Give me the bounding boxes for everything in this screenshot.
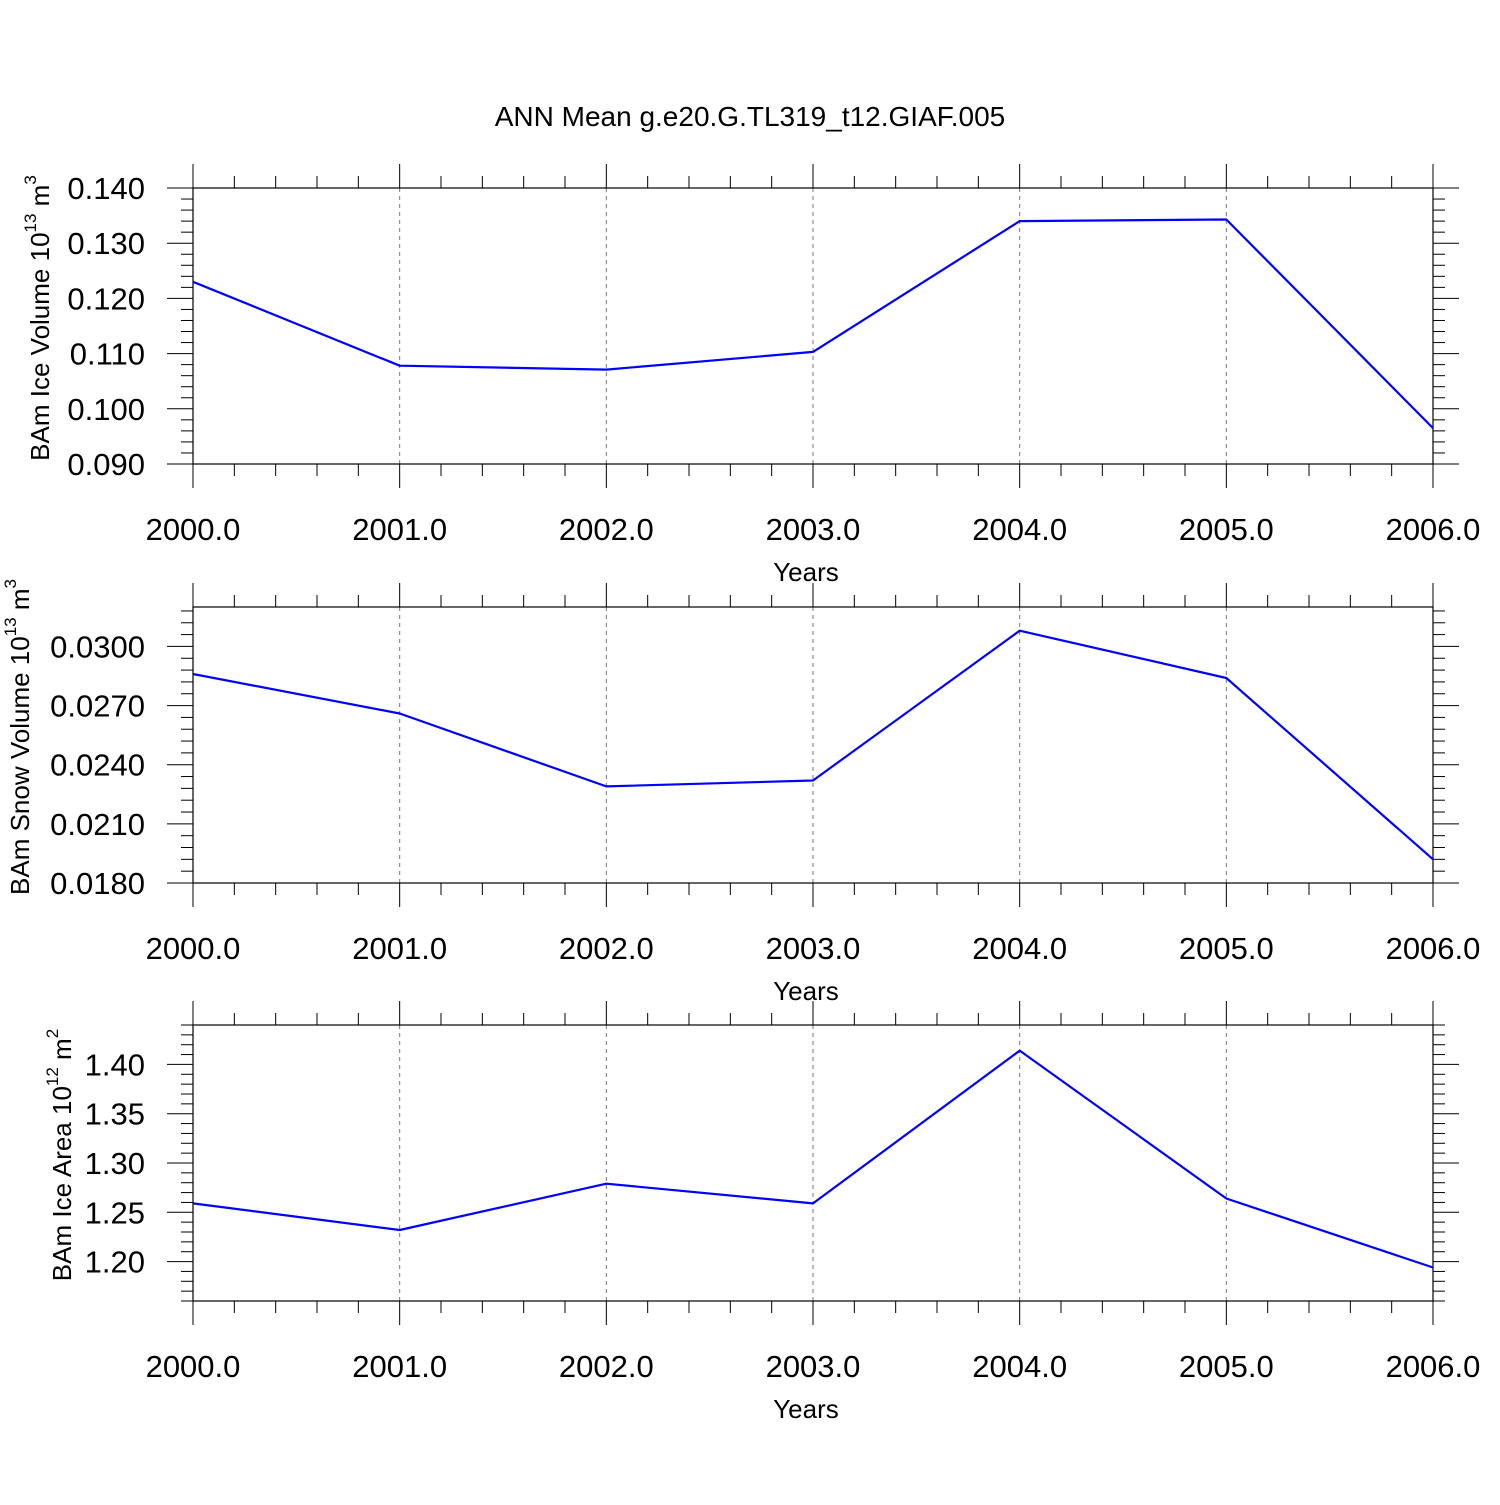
x-tick-label: 2002.0: [559, 1349, 654, 1384]
panel-3: 1.20 1.25 1.30 1.35 1.40 2000.0 2001.0 2002.0 20…: [43, 1001, 1481, 1424]
y-axis-title: BAm Snow Volume 1013 m3: [1, 579, 36, 895]
x-tick-label: 2001.0: [352, 931, 447, 966]
panel-2: 0.0180 0.0210 0.0240 0.0270 0.0300 2000.0 2001…: [1, 579, 1481, 1006]
y-axis-title-unit-exponent: 2: [43, 1029, 62, 1038]
x-tick-label: 2001.0: [352, 1349, 447, 1384]
y-axis-title-unit-exponent: 3: [1, 579, 20, 588]
x-tick-label: 2000.0: [146, 512, 241, 547]
y-axis-title-exponent: 12: [43, 1067, 62, 1086]
y-axis-title-unit-exponent: 3: [21, 175, 40, 184]
x-tick-label: 2002.0: [559, 512, 654, 547]
y-tick-label: 0.0210: [50, 807, 145, 842]
y-axis-title-exponent: 13: [21, 214, 40, 233]
y-axis-title-unit: m: [47, 1038, 77, 1067]
series-line: [192, 218, 1434, 429]
x-tick-label: 2006.0: [1386, 931, 1481, 966]
series-line: [192, 629, 1434, 861]
x-axis-title: Years: [773, 557, 839, 587]
x-tick-label: 2001.0: [352, 512, 447, 547]
x-axis-title: Years: [773, 1394, 839, 1424]
chart-title: ANN Mean g.e20.G.TL319_t12.GIAF.005: [495, 101, 1006, 132]
y-axis-title-unit: m: [25, 185, 55, 214]
y-axis-title: BAm Ice Volume 1013 m3: [21, 175, 56, 461]
y-tick-label: 0.0300: [50, 629, 145, 664]
y-tick-label: 1.40: [85, 1047, 145, 1082]
y-tick-label: 0.100: [67, 392, 145, 427]
x-tick-label: 2003.0: [766, 931, 861, 966]
y-axis-title-text: BAm Ice Area 10: [47, 1086, 77, 1281]
y-tick-label: 0.130: [67, 226, 145, 261]
x-tick-label: 2000.0: [146, 1349, 241, 1384]
series-line: [192, 1049, 1434, 1269]
y-tick-label: 0.110: [70, 337, 145, 372]
y-axis-title: BAm Ice Area 1012 m2: [43, 1029, 78, 1281]
x-tick-label: 2004.0: [972, 931, 1067, 966]
y-axis-title-text: BAm Ice Volume 10: [25, 232, 55, 460]
x-tick-label: 2003.0: [766, 512, 861, 547]
x-tick-label: 2000.0: [146, 931, 241, 966]
y-tick-label: 1.25: [85, 1195, 145, 1230]
y-tick-label: 0.0240: [50, 748, 145, 783]
y-axis-title-exponent: 13: [1, 617, 20, 636]
y-axis-title-unit: m: [5, 588, 35, 617]
x-axis-title: Years: [773, 976, 839, 1006]
y-axis-title-text: BAm Snow Volume 10: [5, 636, 35, 895]
y-tick-label: 0.090: [67, 447, 145, 482]
x-tick-label: 2006.0: [1386, 1349, 1481, 1384]
panel-1: 0.090 0.100 0.110 0.120 0.130 0.140 2000.0 2001…: [21, 164, 1481, 587]
y-tick-label: 0.120: [67, 281, 145, 316]
y-tick-label: 0.140: [67, 171, 145, 206]
x-tick-label: 2005.0: [1179, 931, 1274, 966]
x-tick-label: 2005.0: [1179, 512, 1274, 547]
y-tick-label: 0.0180: [50, 866, 145, 901]
x-tick-label: 2005.0: [1179, 1349, 1274, 1384]
x-tick-label: 2003.0: [766, 1349, 861, 1384]
y-tick-label: 0.0270: [50, 689, 145, 724]
y-tick-label: 1.30: [85, 1146, 145, 1181]
y-tick-label: 1.35: [85, 1097, 145, 1132]
x-tick-label: 2004.0: [972, 1349, 1067, 1384]
x-tick-label: 2002.0: [559, 931, 654, 966]
x-tick-label: 2006.0: [1386, 512, 1481, 547]
x-tick-label: 2004.0: [972, 512, 1067, 547]
y-tick-label: 1.20: [85, 1245, 145, 1280]
